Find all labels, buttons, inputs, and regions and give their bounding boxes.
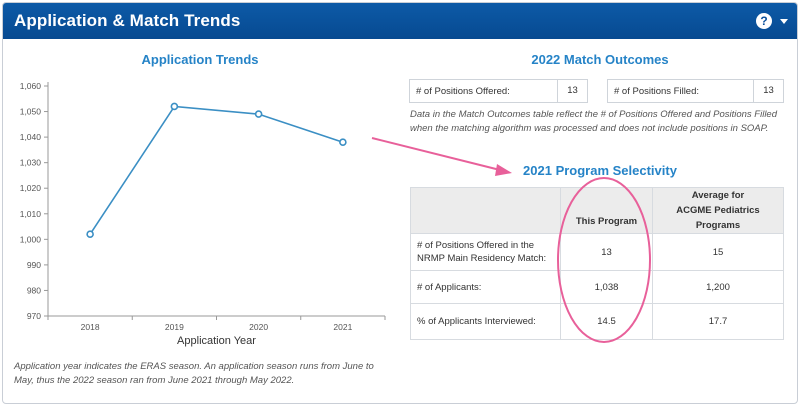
program-selectivity-title: 2021 Program Selectivity <box>523 163 677 178</box>
positions-offered-box: # of Positions Offered: 13 <box>409 79 588 103</box>
row-program-value: 14.5 <box>560 303 653 340</box>
y-tick-label: 970 <box>27 311 41 321</box>
header-this-program: This Program <box>560 187 653 234</box>
x-tick-label: 2021 <box>333 322 352 332</box>
row-program-value: 13 <box>560 233 653 271</box>
help-icon[interactable]: ? <box>756 13 772 29</box>
positions-filled-label: # of Positions Filled: <box>614 86 700 97</box>
data-point <box>254 110 263 118</box>
positions-filled-box: # of Positions Filled: 13 <box>607 79 784 103</box>
application-trends-chart: 970 980 990 1,000 1,010 1,020 1,030 1,040 1,050 1… <box>20 81 386 347</box>
y-tick-label: 1,010 <box>20 209 42 219</box>
program-selectivity-table: This Program Average for ACGME Pediatric… <box>410 187 784 340</box>
panel-title: Application & Match Trends <box>14 11 241 30</box>
x-tick-label: 2020 <box>249 322 268 332</box>
y-tick-label: 1,040 <box>20 132 42 142</box>
data-point <box>170 102 179 111</box>
header-average: Average for ACGME Pediatrics Programs <box>652 187 784 234</box>
row-label: % of Applicants Interviewed: <box>410 303 561 340</box>
series-line <box>89 105 344 235</box>
row-average-value: 17.7 <box>652 303 784 340</box>
y-tick-label: 980 <box>27 285 41 295</box>
header-blank <box>410 187 561 234</box>
row-average-value: 1,200 <box>652 270 784 304</box>
y-tick-label: 1,060 <box>20 81 42 91</box>
table-header-row: This Program Average for ACGME Pediatric… <box>410 187 784 234</box>
data-point <box>86 230 94 239</box>
table-row: # of Positions Offered in the NRMP Main … <box>410 233 784 271</box>
table-row: % of Applicants Interviewed: 14.5 17.7 <box>410 303 784 340</box>
match-outcomes-title: 2022 Match Outcomes <box>531 52 669 67</box>
positions-offered-value: 13 <box>557 80 587 102</box>
positions-offered-label: # of Positions Offered: <box>416 86 510 97</box>
y-tick-label: 1,020 <box>20 183 42 193</box>
y-tick-label: 1,050 <box>20 107 42 117</box>
x-tick-label: 2018 <box>81 322 100 332</box>
row-average-value: 15 <box>652 233 784 271</box>
application-year-footnote: Application year indicates the ERAS seas… <box>14 361 374 386</box>
panel-header: Application & Match Trends ? <box>3 3 797 39</box>
table-row: # of Applicants: 1,038 1,200 <box>410 270 784 304</box>
positions-filled-value: 13 <box>753 80 783 102</box>
x-axis-label: Application Year <box>177 335 256 347</box>
y-tick-label: 1,000 <box>20 234 42 244</box>
row-label: # of Positions Offered in the NRMP Main … <box>410 233 561 271</box>
y-tick-label: 1,030 <box>20 158 42 168</box>
row-program-value: 1,038 <box>560 270 653 304</box>
application-trends-title: Application Trends <box>141 52 259 67</box>
x-tick-label: 2019 <box>165 322 184 332</box>
match-outcomes-note: Data in the Match Outcomes table reflect… <box>410 109 777 134</box>
y-tick-label: 990 <box>27 260 41 270</box>
caret-down-icon[interactable] <box>780 19 788 24</box>
data-point <box>339 138 347 147</box>
row-label: # of Applicants: <box>410 270 561 304</box>
